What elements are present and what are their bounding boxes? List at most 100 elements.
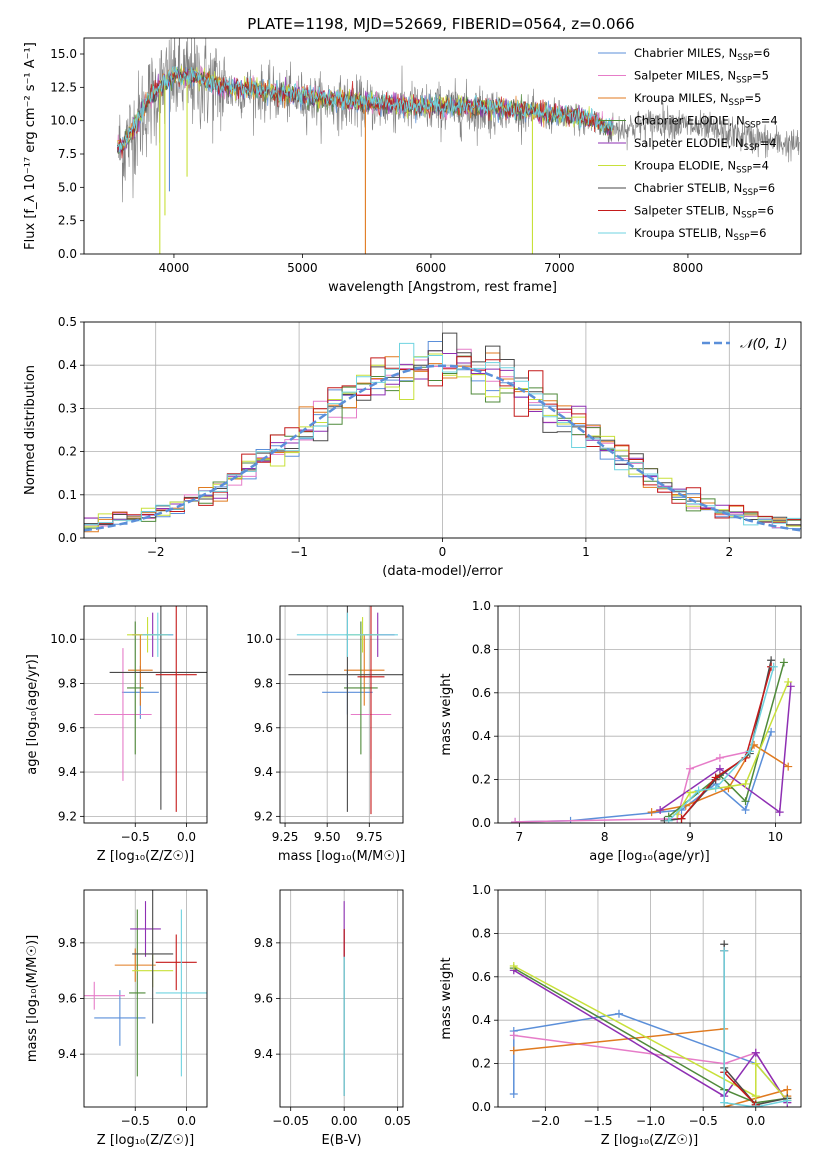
- legend-label-sub: SSP: [736, 76, 752, 86]
- axes-frame-age_mass: [279, 605, 404, 824]
- x-tick-label: 0.0: [177, 1114, 196, 1128]
- y-tick-label: 9.8: [58, 936, 77, 950]
- y-axis-label: Normed distribution: [23, 365, 38, 495]
- axes-frame-weight_Z: [497, 889, 802, 1108]
- panel-weight_age: 7 8 9 10 0.0 0.2 0.4 0.6 0.8 1.0 age [log₁₀(age/yr…: [439, 599, 802, 864]
- axes-frame-spectrum: [83, 37, 802, 255]
- y-tick-label: 0.6: [472, 970, 491, 984]
- y-tick-label: 9.2: [254, 809, 273, 823]
- panel-age_mass: 9.25 9.50 9.75 9.2 9.4 9.6 9.8 10.0 mass [log₁₀(…: [246, 605, 405, 864]
- x-tick-label: 5000: [287, 261, 318, 275]
- x-tick-label: 10: [768, 830, 783, 844]
- weight-line-chabrier_elodie: [513, 967, 788, 1104]
- x-tick-label: 4000: [159, 261, 190, 275]
- weight-marker-salpeter_miles: [509, 1031, 518, 1040]
- legend-label-tail: =6: [753, 46, 770, 60]
- legend-label-text: Chabrier MILES, N: [634, 46, 737, 60]
- x-axis-label: Z [log₁₀(Z/Z☉)]: [97, 1133, 194, 1148]
- weight-marker-kroupa_miles: [509, 1046, 518, 1055]
- x-tick-label: 0.00: [331, 1114, 358, 1128]
- x-tick-label: −0.5: [689, 1114, 718, 1128]
- weight-marker-kroupa_elodie: [509, 961, 518, 970]
- legend-label-tail: =4: [760, 136, 777, 150]
- weight-marker-kroupa_elodie: [751, 1092, 760, 1101]
- y-tick-label: 9.6: [254, 992, 273, 1006]
- y-axis-label: mass weight: [439, 957, 454, 1039]
- legend-label-sub: SSP: [741, 211, 757, 221]
- legend-label-tail: =4: [761, 114, 778, 128]
- legend-label-chabrier_stelib: Chabrier STELIB, NSSP=6: [634, 181, 775, 198]
- weight-marker-salpeter_miles: [686, 764, 695, 773]
- y-tick-label: 15.0: [50, 47, 77, 61]
- histogram-salpeter_elodie: [84, 350, 801, 526]
- weight-marker-kroupa_miles: [724, 784, 733, 793]
- weight-marker-salpeter_stelib: [711, 773, 720, 782]
- normal-distribution-curve: [84, 364, 801, 532]
- weight-line-salpeter_stelib: [680, 666, 772, 820]
- weight-marker-chabrier_miles: [614, 1009, 623, 1018]
- weight-marker-kroupa_stelib: [769, 662, 778, 671]
- weight-marker-kroupa_elodie: [741, 779, 750, 788]
- x-tick-label: 8: [601, 830, 609, 844]
- x-tick-label: 9.75: [356, 830, 383, 844]
- y-tick-label: 9.4: [254, 1047, 273, 1061]
- axes-frame-age_Z: [83, 605, 208, 824]
- histogram-kroupa_stelib: [84, 342, 801, 526]
- x-tick-label: −2: [147, 545, 165, 559]
- y-axis-label: mass weight: [439, 673, 454, 755]
- legend-label-text: Kroupa ELODIE, N: [634, 159, 736, 173]
- axes-frame-mass_ebv: [279, 889, 404, 1108]
- y-tick-label: 0.5: [58, 315, 77, 329]
- panel-age_Z: −0.5 0.0 9.2 9.4 9.6 9.8 10.0 Z [log₁₀(Z/Z☉)] ag…: [25, 605, 208, 864]
- legend-label-tail: =5: [752, 69, 769, 83]
- y-tick-label: 0.8: [472, 642, 491, 656]
- residuals-legend: 𝒩(0, 1): [702, 337, 787, 352]
- legend-label-text: Salpeter STELIB, N: [634, 204, 741, 218]
- histogram-chabrier_stelib: [84, 332, 801, 526]
- legend-label-text: Kroupa STELIB, N: [634, 226, 734, 240]
- weight-marker-kroupa_stelib: [720, 1098, 729, 1107]
- weight-marker-kroupa_stelib: [694, 786, 703, 795]
- x-tick-label: 0.0: [177, 830, 196, 844]
- legend-label-salpeter_miles: Salpeter MILES, NSSP=5: [634, 69, 769, 86]
- y-tick-label: 0.2: [472, 773, 491, 787]
- y-axis-label: Flux [f_λ 10⁻¹⁷ erg cm⁻² s⁻¹ A⁻¹]: [23, 42, 38, 250]
- panel-mass_ebv: −0.05 0.00 0.05 9.4 9.6 9.8 E(B-V): [254, 889, 411, 1148]
- y-tick-label: 9.2: [58, 809, 77, 823]
- x-tick-label: 2: [725, 545, 733, 559]
- figure-title: PLATE=1198, MJD=52669, FIBERID=0564, z=0…: [247, 15, 634, 33]
- weight-marker-salpeter_elodie: [775, 808, 784, 817]
- y-tick-label: 0.6: [472, 686, 491, 700]
- grid-age_mass: [280, 606, 403, 823]
- x-tick-label: −2.0: [531, 1114, 560, 1128]
- legend-label-normal: 𝒩(0, 1): [740, 337, 787, 352]
- x-axis-label: Z [log₁₀(Z/Z☉)]: [97, 849, 194, 864]
- legend-label-salpeter_stelib: Salpeter STELIB, NSSP=6: [634, 204, 774, 221]
- legend-label-sub: SSP: [742, 188, 758, 198]
- x-tick-label: 1: [582, 545, 590, 559]
- weight-marker-kroupa_miles: [647, 808, 656, 817]
- y-tick-label: 9.8: [254, 677, 273, 691]
- plot-area-residuals: [84, 332, 801, 533]
- data-spectrum-line: [118, 38, 800, 203]
- plot-area-age_Z: [94, 606, 207, 812]
- y-tick-label: 9.8: [254, 936, 273, 950]
- legend-label-tail: =6: [758, 181, 775, 195]
- y-tick-label: 0.4: [472, 729, 491, 743]
- legend-label-text: Salpeter ELODIE, N: [634, 136, 744, 150]
- legend-label-text: Salpeter MILES, N: [634, 69, 736, 83]
- plot-area-weight_age: [511, 656, 795, 823]
- y-tick-label: 1.0: [472, 599, 491, 613]
- panel-residuals: −2 −1 0 1 2 0.0 0.1 0.2 0.3 0.4 0.5 (data-model)/er…: [23, 315, 802, 579]
- weight-line-salpeter_elodie: [513, 969, 788, 1104]
- y-tick-label: 10.0: [246, 632, 273, 646]
- x-axis-label: Z [log₁₀(Z/Z☉)]: [601, 1133, 698, 1148]
- x-axis-label: wavelength [Angstrom, rest frame]: [328, 280, 557, 295]
- panel-spectrum: 4000 5000 6000 7000 8000 0.0 2.5 5.0 7.5 10.0 12.5…: [23, 37, 802, 295]
- y-axis-label: mass [log₁₀(M/M☉)]: [25, 935, 40, 1062]
- y-tick-label: 0.0: [472, 816, 491, 830]
- x-tick-label: 8000: [673, 261, 704, 275]
- legend-label-text: Chabrier STELIB, N: [634, 181, 742, 195]
- weight-marker-salpeter_elodie: [786, 682, 795, 691]
